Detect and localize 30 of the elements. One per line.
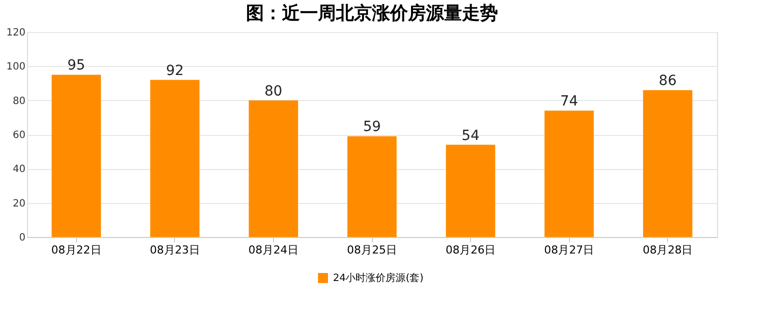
bar [52, 74, 101, 237]
data-label: 86 [658, 73, 677, 90]
chart-title: 图：近一周北京涨价房源量走势 [246, 3, 498, 24]
x-tick-label: 08月26日 [446, 244, 496, 256]
y-tick-label: 60 [12, 130, 26, 141]
data-label: 95 [67, 58, 86, 74]
bar [347, 136, 397, 237]
bar [544, 110, 594, 237]
bar [248, 100, 298, 237]
data-label: 54 [462, 128, 480, 144]
data-label: 80 [264, 83, 282, 100]
bar [150, 80, 200, 237]
x-tick-label: 08月22日 [51, 244, 102, 256]
y-tick-label: 0 [19, 232, 26, 244]
x-tick-label: 08月24日 [248, 244, 298, 256]
y-tick-label: 80 [12, 96, 26, 107]
data-label: 92 [166, 62, 184, 79]
x-tick-label: 08月23日 [150, 244, 200, 256]
data-label: 74 [560, 94, 578, 110]
x-tick-label: 08月27日 [544, 244, 594, 256]
y-tick-label: 120 [6, 28, 26, 38]
x-tick-label: 08月25日 [347, 244, 397, 256]
bar [446, 144, 496, 237]
data-label: 59 [363, 119, 381, 136]
y-tick-label: 20 [12, 198, 26, 210]
bar [643, 90, 692, 237]
legend-label: 24小时涨价房源(套) [333, 272, 424, 284]
y-tick-label: 100 [6, 62, 26, 73]
x-tick-label: 08月28日 [642, 244, 693, 256]
y-tick-label: 40 [12, 164, 26, 176]
